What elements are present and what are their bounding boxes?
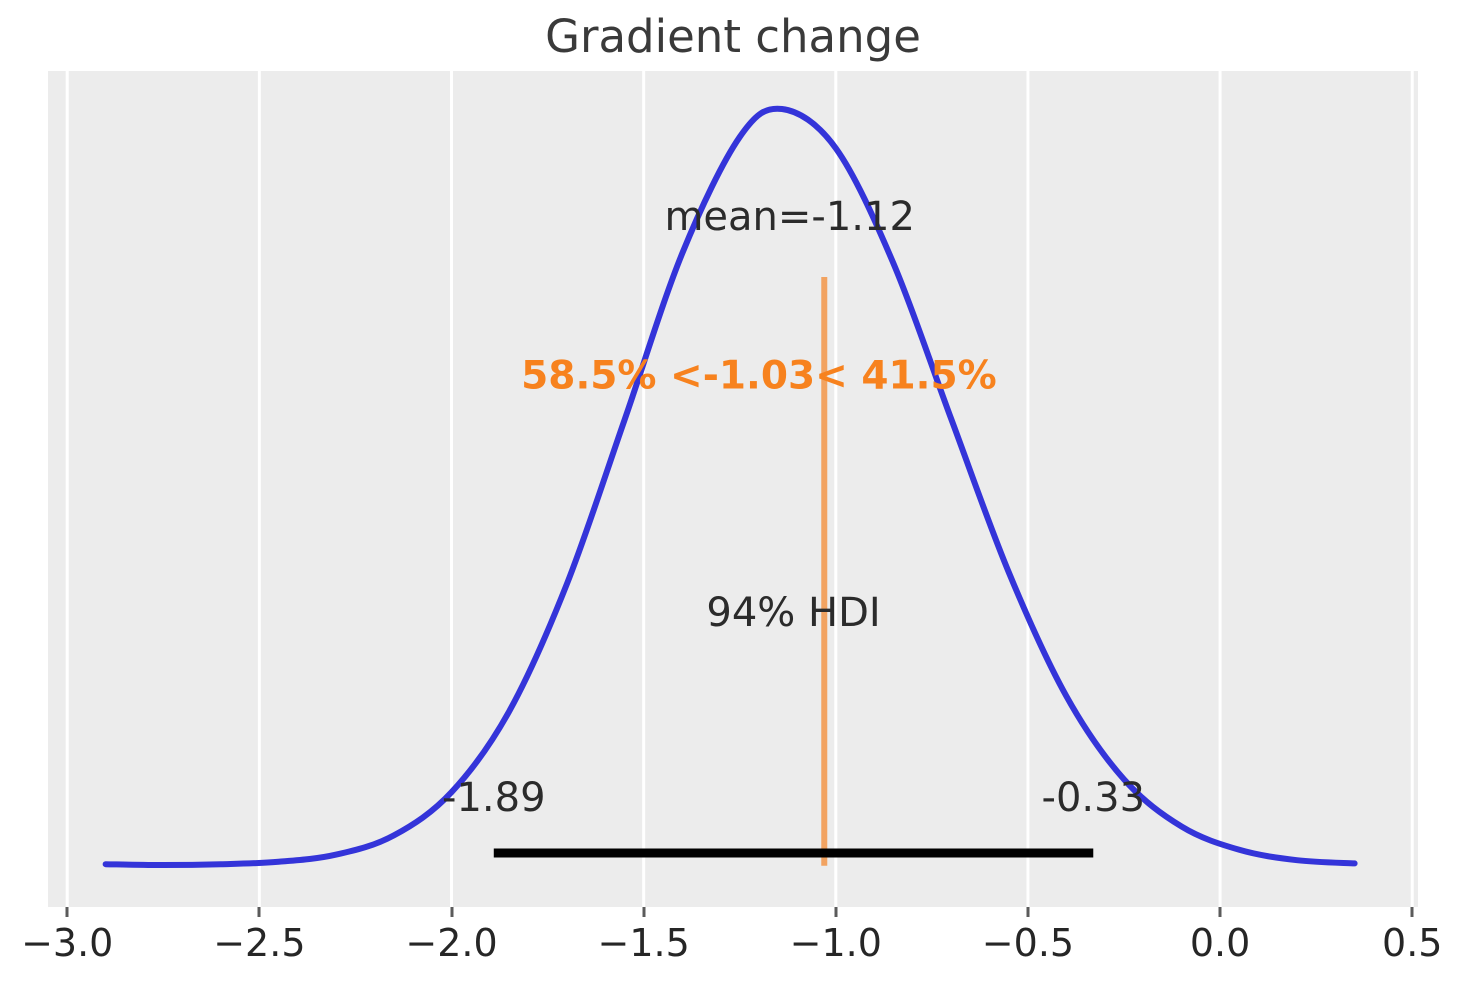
mean-label: mean=-1.12 bbox=[664, 194, 915, 240]
x-tick-mark bbox=[65, 907, 69, 917]
x-tick-mark bbox=[450, 907, 453, 917]
x-tick-mark bbox=[834, 907, 838, 917]
x-tick-mark bbox=[257, 907, 261, 917]
plot-area: mean=-1.12 58.5% <-1.03< 41.5% 94% HDI -… bbox=[48, 71, 1418, 907]
x-tick-label: −0.5 bbox=[981, 921, 1075, 965]
reference-value-label: 58.5% <-1.03< 41.5% bbox=[521, 353, 997, 399]
kde-curve bbox=[102, 105, 1358, 868]
hdi-label: 94% HDI bbox=[706, 590, 881, 636]
gridlines bbox=[65, 71, 1414, 907]
x-tick-label: −1.0 bbox=[789, 921, 882, 965]
x-tick-label: −1.5 bbox=[597, 921, 690, 965]
chart-title: Gradient change bbox=[545, 10, 921, 63]
x-tick-mark bbox=[1218, 907, 1222, 917]
x-tick-mark bbox=[1026, 907, 1030, 917]
x-tick-mark bbox=[1410, 907, 1414, 917]
hdi-upper-bound-label: -0.33 bbox=[1041, 774, 1146, 821]
x-tick-label: 0.5 bbox=[1382, 921, 1443, 965]
plot-canvas bbox=[65, 71, 1414, 907]
x-tick-label: −2.5 bbox=[213, 921, 306, 965]
x-tick-label: 0.0 bbox=[1189, 921, 1251, 965]
x-tick-mark bbox=[642, 907, 646, 917]
x-tick-label: −2.0 bbox=[405, 921, 498, 965]
x-tick-label: −3.0 bbox=[21, 921, 114, 965]
hdi-lower-bound-label: -1.89 bbox=[442, 774, 546, 821]
